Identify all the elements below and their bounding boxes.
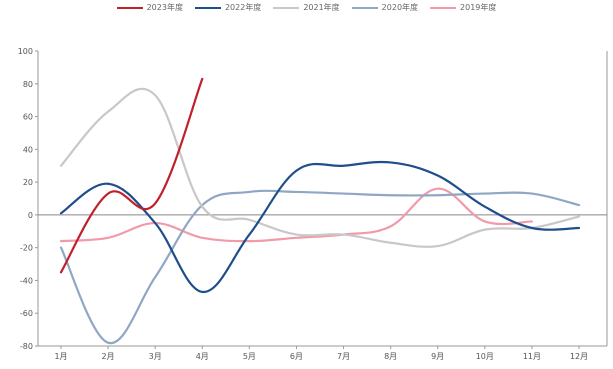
y-tick-label: -80 [20, 342, 33, 351]
legend-label-2021: 2021年度 [303, 3, 340, 12]
x-tick-label: 7月 [337, 352, 350, 361]
y-tick-label: 40 [23, 145, 33, 154]
legend-item-2020: 2020年度 [351, 2, 419, 13]
x-tick-label: 8月 [384, 352, 397, 361]
series-line-2020 [59, 189, 581, 344]
series-line-2023 [59, 77, 204, 274]
y-tick-label: -40 [20, 276, 33, 285]
x-tick-label: 11月 [523, 352, 541, 361]
legend-swatch-2022 [194, 6, 221, 9]
series-line-2022 [59, 160, 581, 294]
x-tick-label: 4月 [196, 352, 209, 361]
legend-label-2023: 2023年度 [146, 3, 183, 12]
y-tick-label: 60 [23, 113, 33, 122]
chart-series [59, 77, 581, 344]
y-tick-label: -60 [20, 309, 33, 318]
legend-swatch-2021 [273, 6, 300, 9]
legend-swatch-2023 [116, 6, 143, 9]
x-tick-label: 6月 [290, 352, 303, 361]
series-line-2021 [59, 87, 581, 248]
y-tick-label: -20 [20, 244, 33, 253]
legend-item-2021: 2021年度 [273, 2, 340, 13]
x-tick-label: 2月 [102, 352, 115, 361]
y-tick-label: 0 [28, 211, 33, 220]
x-tick-label: 12月 [570, 352, 588, 361]
legend-item-2022: 2022年度 [194, 2, 262, 13]
legend-label-2020: 2020年度 [381, 3, 419, 12]
chart-legend: 2023年度 2022年度 2021年度 2020年度 2019年度 [0, 2, 613, 13]
legend-swatch-2019 [430, 6, 457, 9]
x-tick-label: 3月 [149, 352, 162, 361]
x-tick-label: 10月 [476, 352, 494, 361]
legend-item-2019: 2019年度 [430, 2, 496, 13]
chart-axes: -80 -60 -40 -20 0 20 40 60 80 100 1月 2月 3月 4月 5月 6月 7月 8月… [18, 47, 608, 361]
legend-label-2022: 2022年度 [224, 3, 262, 12]
legend-swatch-2020 [351, 6, 378, 9]
x-tick-label: 5月 [243, 352, 256, 361]
x-tick-label: 9月 [431, 352, 444, 361]
legend-label-2019: 2019年度 [460, 3, 497, 12]
y-tick-label: 20 [23, 178, 33, 187]
y-tick-label: 100 [18, 47, 33, 56]
y-tick-label: 80 [23, 80, 33, 89]
legend-item-2023: 2023年度 [116, 2, 183, 13]
x-tick-label: 1月 [54, 352, 67, 361]
